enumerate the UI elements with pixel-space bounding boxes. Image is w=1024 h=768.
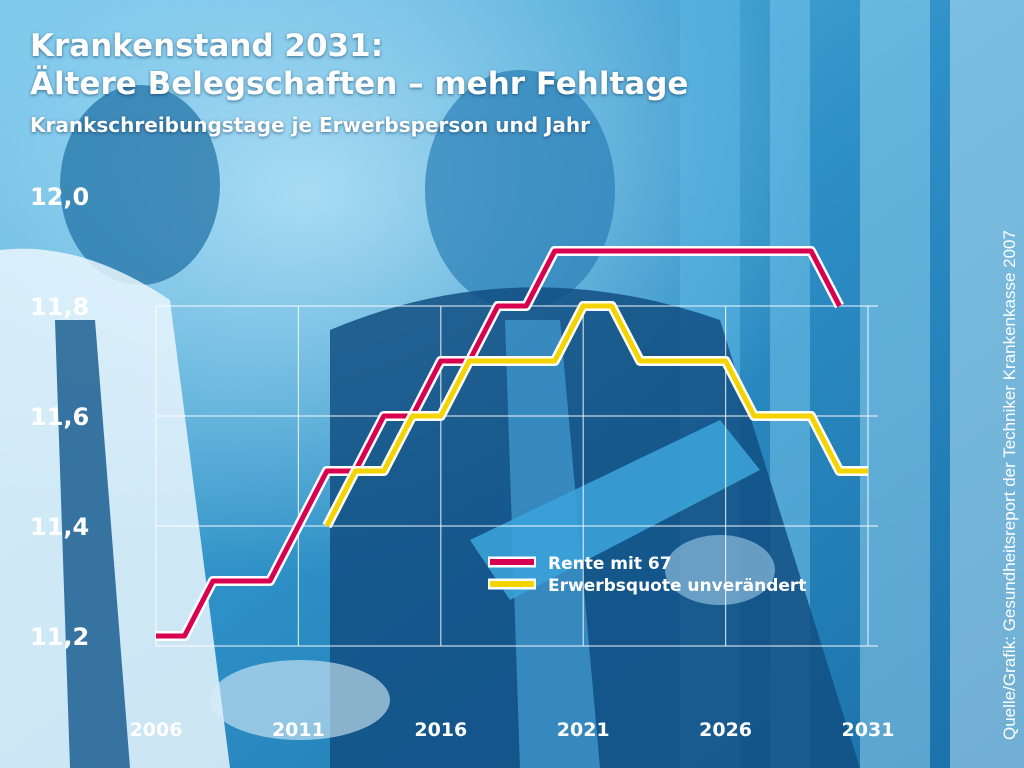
x-tick-labels: 2006 2011 2016 2021 2026 2031	[130, 719, 895, 741]
chart-subtitle: Krankschreibungstage je Erwerbsperson un…	[30, 113, 591, 137]
legend-label: Rente mit 67	[548, 554, 672, 574]
y-tick-labels: 11,2 11,4 11,6 11,8 12,0	[30, 183, 89, 651]
y-tick-label: 11,4	[30, 513, 89, 541]
chart-title-line1: Krankenstand 2031:	[30, 28, 384, 64]
series-line-erwerbsquote-unveraendert	[324, 303, 868, 528]
x-tick-label: 2006	[130, 719, 183, 741]
x-tick-label: 2011	[272, 719, 325, 741]
y-tick-label: 11,2	[30, 623, 89, 651]
x-tick-label: 2031	[842, 719, 895, 741]
x-tick-label: 2016	[414, 719, 467, 741]
series-line-rente-mit-67	[156, 248, 842, 639]
x-tick-label: 2021	[557, 719, 610, 741]
series-lines	[156, 246, 868, 641]
y-tick-label: 12,0	[30, 183, 89, 211]
source-note: Quelle/Grafik: Gesundheitsreport der Tec…	[1000, 230, 1019, 740]
y-tick-label: 11,8	[30, 293, 89, 321]
x-tick-label: 2026	[699, 719, 752, 741]
legend-label: Erwerbsquote unverändert	[548, 576, 806, 596]
chart-title-line2: Ältere Belegschaften – mehr Fehltage	[30, 66, 689, 102]
y-tick-label: 11,6	[30, 403, 89, 431]
